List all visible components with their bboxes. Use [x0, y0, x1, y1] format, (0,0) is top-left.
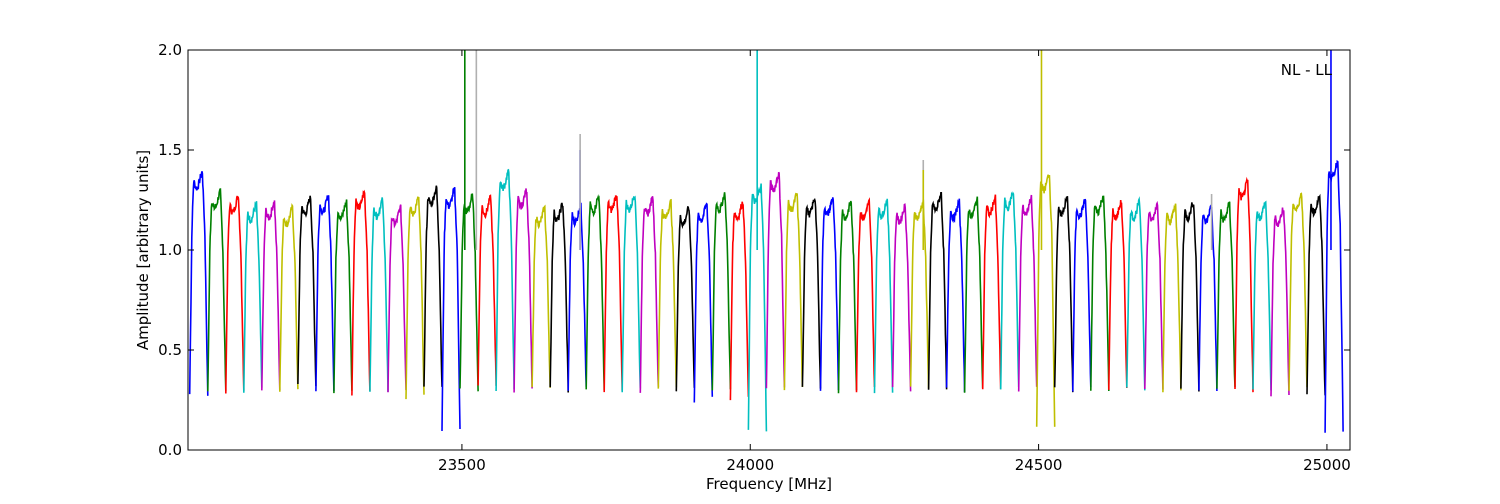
spectrum-channel-26 — [639, 195, 660, 393]
spectrum-channel-39 — [873, 198, 894, 394]
spectrum-channel-52 — [1108, 200, 1128, 390]
spectrum-channel-49 — [1053, 195, 1074, 393]
spectrum-channel-5 — [261, 200, 281, 391]
spectrum-channel-64 — [1324, 159, 1344, 433]
spectrum-channel-24 — [603, 195, 623, 393]
spectrum-channel-63 — [1306, 193, 1326, 396]
series-layer — [188, 50, 1344, 433]
spectrum-channel-6 — [279, 203, 299, 392]
spectrum-channel-25 — [621, 195, 642, 393]
x-tick-label: 24000 — [726, 456, 774, 474]
spectrum-channel-19 — [513, 188, 533, 393]
spectrum-channel-34 — [783, 192, 804, 391]
spectrum-channel-51 — [1090, 195, 1110, 392]
spectrum-channel-13 — [405, 196, 425, 400]
spectrum-channel-22 — [567, 202, 587, 391]
spectrum-channel-35 — [801, 197, 822, 389]
x-tick-label: 25000 — [1303, 456, 1351, 474]
plot-annotation: NL - LL — [1281, 61, 1333, 79]
spectrum-channel-54 — [1144, 200, 1164, 390]
spectrum-channel-46 — [999, 191, 1020, 390]
spectrum-channel-60 — [1252, 200, 1272, 391]
y-tick-label: 0.0 — [158, 441, 182, 459]
spectrum-channel-57 — [1198, 203, 1218, 392]
spectrum-channel-31 — [729, 201, 750, 401]
spectrum-channel-58 — [1216, 201, 1236, 389]
spectrum-channel-48 — [1035, 174, 1056, 427]
y-axis-label: Amplitude [arbitrary units] — [134, 150, 152, 350]
spectrum-channel-3 — [225, 195, 245, 394]
y-tick-label: 2.0 — [158, 41, 182, 59]
spectrum-channel-20 — [531, 204, 551, 388]
spectrum-channel-41 — [909, 199, 930, 389]
spectrum-channel-9 — [333, 199, 353, 394]
spectrum-channel-42 — [927, 192, 948, 390]
spectrum-channel-59 — [1234, 176, 1254, 393]
spectrum-channel-47 — [1017, 194, 1038, 392]
y-tick-label: 1.5 — [158, 141, 182, 159]
spectrum-channel-55 — [1162, 203, 1182, 393]
spectrum-channel-27 — [657, 198, 678, 389]
spectrum-channel-7 — [297, 195, 317, 387]
spectrum-channel-30 — [711, 192, 732, 391]
spectrum-channel-16 — [459, 193, 479, 392]
spectrum-channel-38 — [855, 197, 876, 393]
spectrum-channel-36 — [819, 197, 840, 391]
spectrum-channel-18 — [495, 168, 515, 392]
spectrum-channel-33 — [765, 171, 786, 389]
spectrum-channel-14 — [423, 185, 443, 387]
spectrum-channel-50 — [1072, 198, 1092, 392]
x-axis: 23500 24000 24500 25000 — [438, 50, 1351, 474]
spectrum-channel-21 — [549, 202, 569, 393]
spectrum-channel-37 — [837, 200, 858, 394]
spectrum-channel-44 — [963, 196, 984, 393]
spectrum-channel-29 — [693, 202, 714, 403]
spectrum-channel-2 — [207, 188, 227, 392]
spectrum-channel-12 — [387, 204, 407, 393]
y-tick-label: 1.0 — [158, 241, 182, 259]
spectrum-channel-11 — [369, 197, 389, 392]
x-tick-label: 24500 — [1015, 456, 1063, 474]
spectrum-channel-53 — [1126, 196, 1146, 391]
spectrum-channel-17 — [477, 194, 497, 386]
y-tick-label: 0.5 — [158, 341, 182, 359]
spectrum-channel-62 — [1288, 192, 1308, 391]
y-axis: 0.0 0.5 1.0 1.5 2.0 — [158, 41, 1350, 459]
spectrum-channel-43 — [945, 198, 966, 393]
spectrum-channel-40 — [891, 203, 912, 392]
spectrum-channel-8 — [315, 195, 335, 392]
x-axis-label: Frequency [MHz] — [706, 475, 832, 493]
spectrum-channel-1 — [188, 171, 209, 396]
spectrum-channel-28 — [675, 206, 696, 392]
x-tick-label: 23500 — [438, 456, 486, 474]
spectrum-channel-4 — [243, 201, 263, 393]
spectrum-channel-15 — [441, 186, 461, 432]
spectrum-channel-10 — [351, 189, 371, 396]
spectrum-channel-61 — [1270, 207, 1290, 397]
spectrum-channel-23 — [585, 194, 605, 391]
spectrum-channel-56 — [1180, 202, 1200, 392]
spectrum-channel-45 — [981, 194, 1002, 390]
